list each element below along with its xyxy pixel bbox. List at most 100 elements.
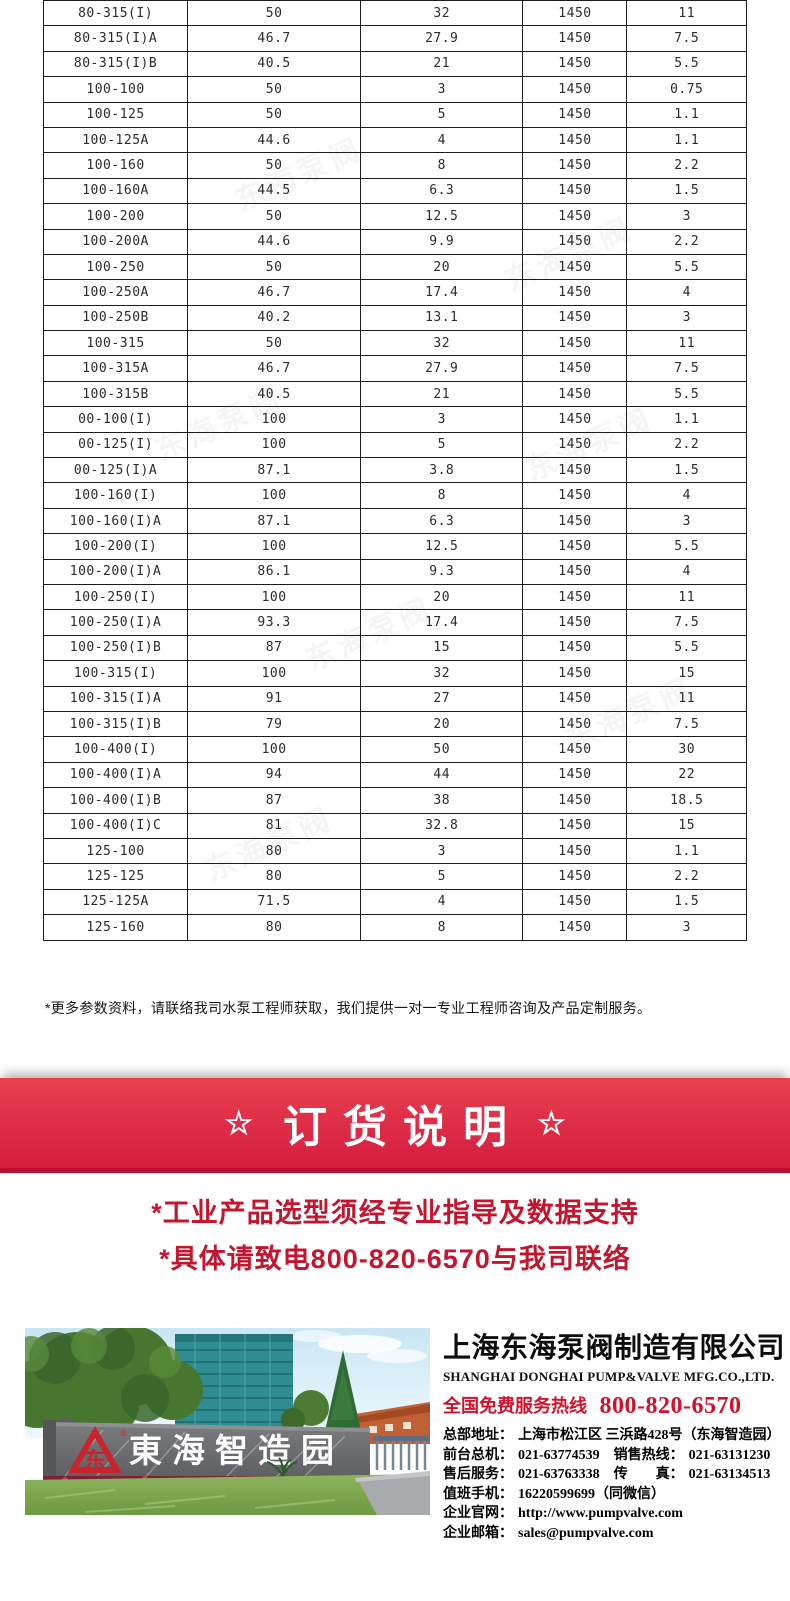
order-notice-banner: ☆ 订货说明 ☆ — [0, 1078, 790, 1173]
table-cell: 100-315(I) — [42, 660, 189, 687]
table-cell: 1450 — [522, 101, 628, 128]
table-cell: 6.3 — [360, 177, 524, 205]
table-cell: 3 — [360, 76, 524, 103]
table-cell: 1450 — [522, 279, 628, 306]
table-cell: 1.1 — [626, 406, 747, 433]
table-cell: 100-200 — [42, 203, 189, 230]
table-cell: 11 — [626, 583, 747, 611]
table-cell: 7.5 — [626, 710, 747, 738]
table-cell: 94 — [187, 761, 362, 789]
table-cell: 7.5 — [626, 355, 747, 382]
table-cell: 6.3 — [360, 507, 524, 535]
table-cell: 125-160 — [42, 914, 189, 941]
table-cell: 100-200A — [42, 228, 189, 255]
table-cell: 11 — [626, 685, 747, 712]
table-cell: 15 — [360, 634, 524, 662]
table-row: 00-125(I) 100 5 1450 2.2 — [42, 431, 747, 459]
contact-label: 企业邮箱： — [443, 1525, 513, 1541]
table-cell: 5.5 — [626, 50, 747, 78]
table-cell: 50 — [187, 253, 362, 281]
table-cell: 100-315B — [42, 380, 189, 408]
table-cell: 100-400(I) — [42, 736, 189, 763]
table-cell: 15 — [626, 660, 747, 687]
contact-line: 前台总机： 021-63774539 销售热线： 021-63131230 — [443, 1446, 773, 1466]
table-cell: 1450 — [522, 888, 628, 916]
table-row: 100-200A 44.6 9.9 1450 2.2 — [42, 228, 747, 255]
factory-photo: 东 ® 東海智造园 — [25, 1328, 430, 1515]
table-cell: 1450 — [522, 812, 628, 839]
table-row: 100-315A 46.7 27.9 1450 7.5 — [42, 355, 747, 382]
table-cell: 4 — [626, 279, 747, 306]
table-cell: 87.1 — [187, 507, 362, 535]
table-cell: 5.5 — [626, 380, 747, 408]
table-cell: 3 — [626, 203, 747, 230]
table-cell: 2.2 — [626, 228, 747, 255]
table-cell: 4 — [626, 482, 747, 509]
table-cell: 8 — [360, 152, 524, 179]
table-cell: 50 — [187, 330, 362, 357]
table-cell: 50 — [187, 152, 362, 179]
table-cell: 5 — [360, 431, 524, 459]
table-cell: 1450 — [522, 558, 628, 585]
table-cell: 80-315(I)A — [42, 25, 189, 52]
table-cell: 125-100 — [42, 837, 189, 865]
table-cell: 80-315(I) — [42, 0, 189, 27]
pump-spec-table: 80-315(I) 50 32 1450 11 80-315(I)A 46.7 27.9 145… — [42, 0, 747, 941]
contact-line: 售后服务： 021-63763338 传 真： 021-63134513 — [443, 1465, 773, 1485]
table-row: 100-400(I)C 81 32.8 1450 15 — [42, 812, 747, 839]
table-cell: 32 — [360, 0, 524, 27]
contact-pair: 值班手机： 16220599699（同微信） — [443, 1485, 665, 1505]
contact-pair: 总部地址： 上海市松江区 三浜路428号（东海智造园） — [443, 1426, 781, 1446]
table-cell: 21 — [360, 50, 524, 78]
table-cell: 100 — [187, 533, 362, 560]
table-cell: 1450 — [522, 736, 628, 763]
table-cell: 1450 — [522, 710, 628, 738]
table-cell: 3.8 — [360, 457, 524, 484]
table-row: 100-200(I)A 86.1 9.3 1450 4 — [42, 558, 747, 585]
table-cell: 100 — [187, 406, 362, 433]
table-cell: 3 — [626, 914, 747, 941]
company-email[interactable]: sales@pumpvalve.com — [518, 1525, 654, 1541]
table-cell: 8 — [360, 482, 524, 509]
table-cell: 4 — [360, 888, 524, 916]
table-cell: 1.1 — [626, 837, 747, 865]
table-cell: 11 — [626, 0, 747, 27]
table-cell: 1.5 — [626, 888, 747, 916]
table-cell: 1450 — [522, 152, 628, 179]
table-cell: 38 — [360, 787, 524, 814]
table-row: 100-315(I)A 91 27 1450 11 — [42, 685, 747, 712]
table-cell: 100 — [187, 660, 362, 687]
table-cell: 13.1 — [360, 304, 524, 332]
table-cell: 40.2 — [187, 304, 362, 332]
star-icon: ☆ — [224, 1105, 253, 1141]
table-cell: 80 — [187, 914, 362, 941]
table-cell: 5 — [360, 101, 524, 128]
table-cell: 1450 — [522, 431, 628, 459]
table-cell: 00-125(I)A — [42, 457, 189, 484]
table-cell: 91 — [187, 685, 362, 712]
table-row: 100-160A 44.5 6.3 1450 1.5 — [42, 177, 747, 205]
table-cell: 80 — [187, 837, 362, 865]
table-cell: 44.6 — [187, 126, 362, 154]
contact-label: 总部地址： — [443, 1428, 513, 1443]
table-cell: 125-125A — [42, 888, 189, 916]
table-cell: 1450 — [522, 482, 628, 509]
table-cell: 1450 — [522, 457, 628, 484]
table-cell: 21 — [360, 380, 524, 408]
company-website[interactable]: http://www.pumpvalve.com — [518, 1506, 683, 1521]
table-row: 100-250(I) 100 20 1450 11 — [42, 583, 747, 611]
table-cell: 87 — [187, 787, 362, 814]
contact-label: 销售热线： — [613, 1447, 684, 1463]
table-cell: 20 — [360, 253, 524, 281]
table-cell: 100-125 — [42, 101, 189, 128]
table-cell: 7.5 — [626, 25, 747, 52]
contact-label: 传 真： — [613, 1467, 684, 1482]
table-cell: 1450 — [522, 685, 628, 712]
table-cell: 46.7 — [187, 355, 362, 382]
table-cell: 27.9 — [360, 25, 524, 52]
table-row: 00-100(I) 100 3 1450 1.1 — [42, 406, 747, 433]
table-cell: 100-125A — [42, 126, 189, 154]
table-row: 100-100 50 3 1450 0.75 — [42, 76, 747, 103]
table-cell: 125-125 — [42, 863, 189, 890]
table-cell: 93.3 — [187, 609, 362, 636]
